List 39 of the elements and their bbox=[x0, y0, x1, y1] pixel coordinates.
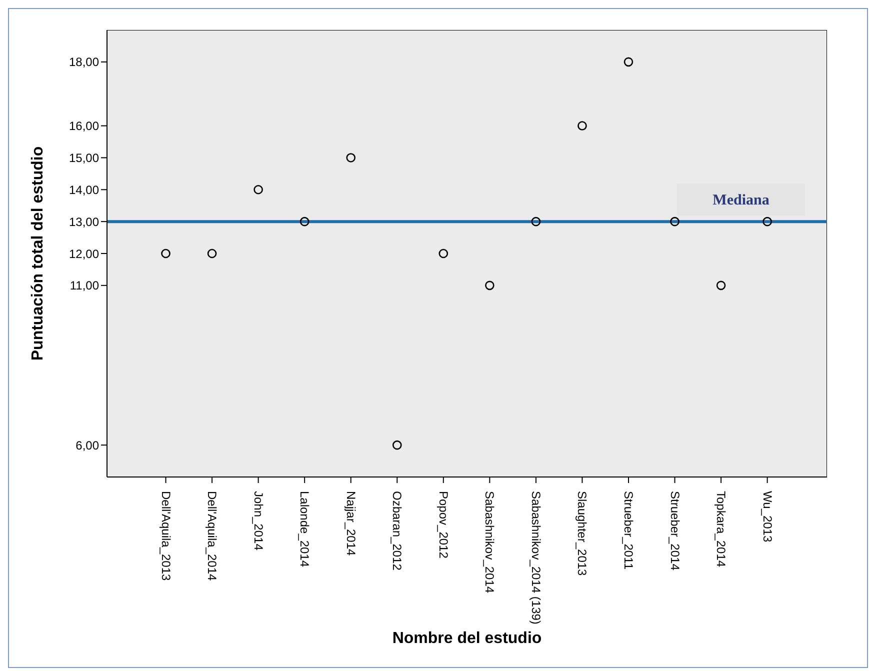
x-tick-label: Sabashnikov_2014 (139) bbox=[528, 491, 543, 624]
x-tick-label: Sabashnikov_2014 bbox=[482, 491, 497, 594]
x-tick-label: John_2014 bbox=[251, 491, 266, 551]
x-tick-label: Strueber_2011 bbox=[621, 491, 636, 570]
x-axis-title: Nombre del estudio bbox=[392, 630, 542, 647]
y-tick-label: 11,00 bbox=[70, 278, 100, 293]
x-tick-label: Lalonde_2014 bbox=[298, 491, 312, 568]
point bbox=[670, 216, 680, 226]
point bbox=[207, 248, 217, 258]
y-tick-label: 14,00 bbox=[68, 182, 100, 197]
x-tick-label: Popov_2012 bbox=[436, 491, 450, 559]
x-tick-label: Dell'Aquila_2014 bbox=[205, 491, 220, 582]
y-tick-label: 13,00 bbox=[68, 214, 100, 229]
point bbox=[485, 280, 494, 290]
y-tick-label: 18,00 bbox=[68, 55, 100, 70]
x-tick-label: Ozbaran_2012 bbox=[390, 491, 404, 571]
point bbox=[438, 248, 448, 258]
point bbox=[624, 57, 634, 67]
y-tick-label: 6,00 bbox=[76, 438, 100, 452]
point bbox=[762, 216, 772, 226]
x-tick-label: Topkara_2014 bbox=[714, 491, 728, 568]
point bbox=[300, 216, 310, 226]
y-tick-label: 12,00 bbox=[68, 246, 100, 261]
x-tick-label: Slaughter_2013 bbox=[575, 491, 590, 576]
x-tick-label: Dell'Aquila_2013 bbox=[158, 491, 173, 582]
point bbox=[392, 440, 402, 450]
y-tick-label: 15,00 bbox=[68, 150, 100, 165]
point bbox=[346, 153, 356, 162]
point bbox=[161, 248, 170, 258]
point bbox=[578, 121, 587, 130]
x-tick-label: Strueber_2014 bbox=[668, 491, 682, 571]
x-tick-label: Wu_2013 bbox=[760, 491, 774, 542]
point bbox=[716, 280, 726, 290]
x-tick-label: Najjar_2014 bbox=[344, 491, 358, 556]
ref-line-label: Mediana bbox=[712, 192, 770, 209]
y-axis-title: Puntuación total del estudio bbox=[30, 146, 47, 361]
y-tick-label: 16,00 bbox=[68, 119, 100, 134]
point bbox=[531, 216, 541, 226]
point bbox=[254, 184, 263, 194]
